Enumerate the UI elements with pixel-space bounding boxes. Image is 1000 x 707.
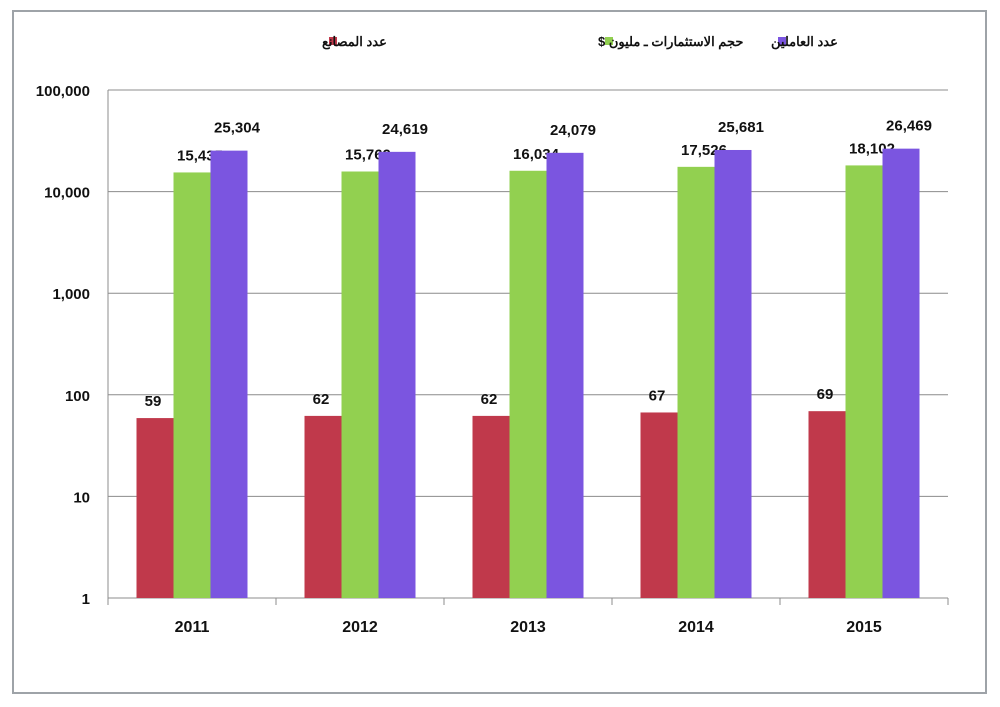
legend-swatch: [778, 37, 786, 45]
data-label: 69: [817, 386, 834, 403]
y-tick-label: 10,000: [44, 185, 90, 202]
y-tick-label: 10: [73, 489, 90, 506]
data-label: 62: [481, 391, 498, 408]
bar-2-2015: [882, 148, 920, 598]
y-tick-label: 100,000: [36, 83, 90, 100]
data-label: 26,469: [886, 118, 932, 135]
bar-0-2011: [136, 418, 174, 598]
bar-2-2013: [546, 152, 584, 598]
data-label: 24,619: [382, 121, 428, 138]
bar-0-2014: [640, 412, 678, 598]
data-label: 25,304: [214, 120, 261, 137]
x-tick-label: 2015: [846, 619, 882, 636]
bar-2-2011: [210, 150, 248, 598]
bar-2-2014: [714, 149, 752, 598]
x-tick-label: 2012: [342, 619, 378, 636]
bar-1-2012: [341, 171, 379, 598]
bar-1-2014: [677, 166, 715, 598]
legend-label: عدد المصانع: [322, 34, 387, 50]
y-tick-label: 100: [65, 388, 90, 405]
bar-0-2015: [808, 411, 846, 598]
y-tick-label: 1: [82, 591, 90, 608]
bar-1-2011: [173, 172, 211, 598]
bar-0-2013: [472, 415, 510, 598]
bar-2-2012: [378, 151, 416, 598]
x-tick-label: 2011: [175, 619, 210, 636]
data-label: 59: [145, 393, 162, 410]
bar-0-2012: [304, 415, 342, 598]
data-label: 62: [313, 391, 330, 408]
legend-swatch: [605, 37, 613, 45]
data-label: 24,079: [550, 122, 596, 139]
legend-swatch: [329, 37, 337, 45]
bar-1-2013: [509, 170, 547, 598]
data-label: 25,681: [718, 119, 764, 136]
legend-label: عدد العاملين: [771, 34, 838, 50]
x-tick-label: 2013: [510, 619, 546, 636]
y-tick-label: 1,000: [52, 286, 90, 303]
data-label: 67: [649, 387, 666, 404]
bar-1-2015: [845, 165, 883, 598]
x-tick-label: 2014: [678, 619, 714, 636]
legend-label: حجم الاستثمارات ـ مليون $: [598, 34, 743, 50]
